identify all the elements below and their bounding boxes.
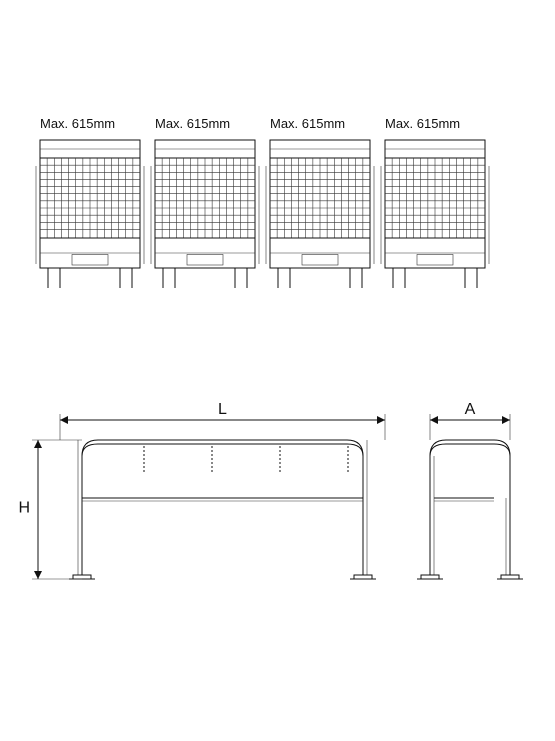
top-unit: Max. 615mm (36, 116, 144, 288)
top-unit: Max. 615mm (381, 116, 489, 288)
front-view: LH (18, 401, 385, 579)
top-unit-label: Max. 615mm (40, 116, 115, 131)
dim-length-label: L (218, 401, 227, 418)
side-view: A (417, 401, 523, 579)
top-unit: Max. 615mm (151, 116, 259, 288)
top-unit-label: Max. 615mm (270, 116, 345, 131)
dim-height-label: H (18, 500, 30, 517)
page: { "canvas": { "width": 555, "height": 74… (0, 0, 555, 741)
technical-drawing: Max. 615mm Max. 615mm Max. 615mm Max. 615mm… (0, 0, 555, 741)
dim-width-label: A (465, 401, 476, 418)
top-unit: Max. 615mm (266, 116, 374, 288)
top-unit-label: Max. 615mm (155, 116, 230, 131)
top-unit-label: Max. 615mm (385, 116, 460, 131)
